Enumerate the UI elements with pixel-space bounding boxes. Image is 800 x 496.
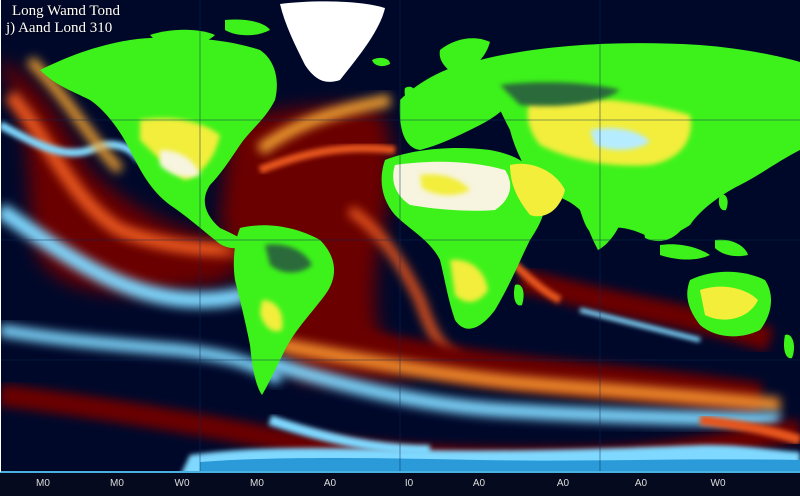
japan <box>741 118 757 146</box>
southern-africa <box>450 259 488 302</box>
x-tick-label: M0 <box>250 478 264 489</box>
madagascar <box>513 284 524 306</box>
amazon-basin <box>265 244 312 273</box>
siberian-lowland <box>500 82 620 107</box>
current-north-pacific <box>0 60 250 294</box>
iceland <box>372 57 390 67</box>
current-drake-passage <box>268 415 431 455</box>
continents <box>40 19 800 476</box>
x-tick-label: A0 <box>556 478 570 489</box>
scandinavia <box>439 38 490 75</box>
current-indian-cold <box>579 307 701 343</box>
x-tick-label: M0 <box>110 478 124 489</box>
x-tick-label: W0 <box>174 478 190 489</box>
x-tick-label: A0 <box>472 478 486 489</box>
arabian-peninsula <box>510 163 565 217</box>
current-southeast-band <box>699 415 800 445</box>
x-tick-label: M0 <box>36 478 50 489</box>
current-antarctic-orange <box>278 338 781 412</box>
british-isles <box>404 86 416 102</box>
x-tick-label: A0 <box>323 478 337 489</box>
current-north-atlantic <box>258 144 396 174</box>
sahara-yellow <box>420 174 470 196</box>
current-south-pacific-cold <box>0 324 284 386</box>
current-gulf-stream <box>256 94 392 155</box>
graticule <box>0 0 800 476</box>
map-title-line-1: Long Wamd Tond <box>12 3 121 19</box>
south-america <box>233 225 335 395</box>
new-zealand <box>783 334 795 359</box>
current-pacific-cold-north <box>0 121 144 163</box>
greenland-ice <box>280 1 385 82</box>
x-tick-label: W0 <box>710 478 726 489</box>
philippines <box>718 194 728 211</box>
arctic-islands <box>150 29 215 47</box>
india <box>580 193 625 250</box>
current-kuroshio <box>26 56 124 174</box>
north-america-desert <box>160 150 200 177</box>
indonesia <box>660 244 710 260</box>
new-guinea <box>715 239 748 257</box>
southeast-asia <box>640 203 685 242</box>
current-pacific-band <box>4 90 251 257</box>
x-tick-label: A0 <box>634 478 648 489</box>
south-america-south <box>260 300 283 332</box>
map-title-line-2: j) Aand Lond 310 <box>6 20 113 36</box>
x-tick-label: I0 <box>404 478 414 489</box>
current-antarctic-cyan <box>257 353 781 427</box>
arctic-islands-east <box>225 19 270 36</box>
tibetan-plateau <box>590 128 650 150</box>
axis-band <box>0 472 800 496</box>
australia-interior <box>700 286 758 320</box>
